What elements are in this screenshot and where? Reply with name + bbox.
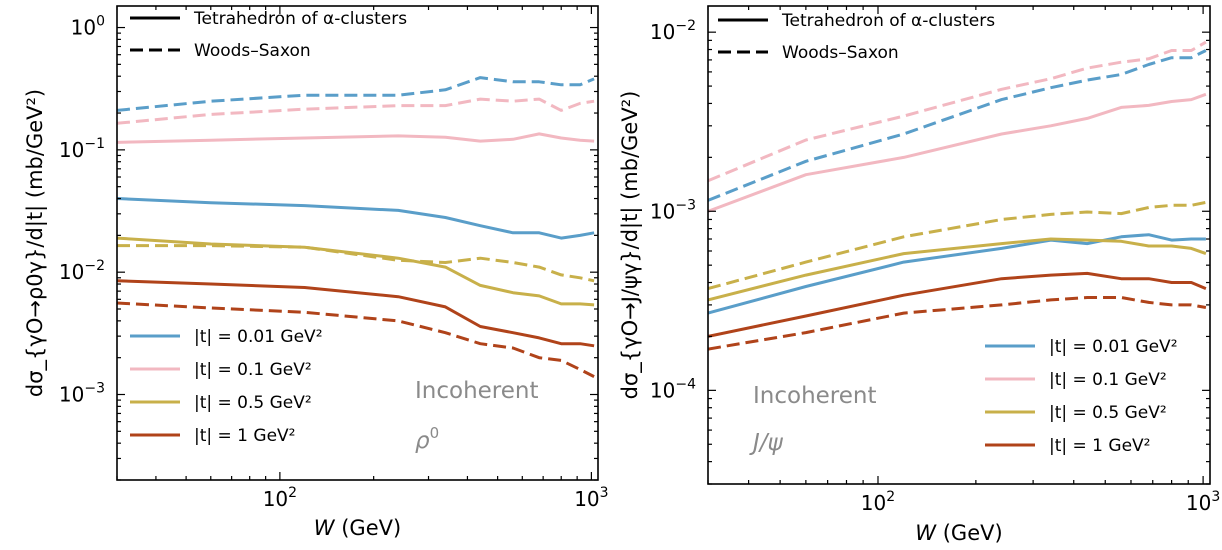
legend-color-label: |t| = 0.01 GeV² <box>194 327 323 347</box>
series-line-t0p5-woods-saxon <box>117 244 595 283</box>
annotation-title: Incoherent <box>415 378 539 404</box>
legend-color-label: |t| = 0.01 GeV² <box>1049 337 1178 357</box>
legend-color-label: |t| = 0.1 GeV² <box>1049 370 1167 390</box>
series-group <box>117 76 595 378</box>
legend-style-label: Tetrahedron of α-clusters <box>193 9 407 29</box>
y-tick-label: 100 <box>71 14 105 40</box>
series-line-t0p5-tetrahedron <box>708 237 1207 302</box>
color-legend: |t| = 0.01 GeV² |t| = 0.1 GeV² |t| = 0.5 G… <box>130 327 323 446</box>
y-tick-label: 10−2 <box>59 258 105 284</box>
x-tick-label: 103 <box>1186 489 1220 515</box>
series-line-t0p01-tetrahedron <box>708 233 1206 315</box>
legend-color-label: |t| = 0.5 GeV² <box>1049 403 1167 423</box>
x-tick-label: 102 <box>263 485 297 511</box>
series-group <box>708 40 1207 351</box>
annotation-particle: J/ψ <box>749 430 784 456</box>
series-line-t0p01-tetrahedron <box>117 197 595 240</box>
legend-style-label: Woods–Saxon <box>782 43 899 63</box>
series-line-t0p1-tetrahedron <box>708 92 1207 213</box>
color-legend: |t| = 0.01 GeV² |t| = 0.1 GeV² |t| = 0.5 G… <box>985 337 1178 456</box>
style-legend: Tetrahedron of α-clusters Woods–Saxon <box>130 9 407 61</box>
chart-panel-2: 102 103 10−2 10−3 10−4 W (GeV) dσ_{γO→J/ψγ}/d|… <box>618 5 1220 545</box>
series-line-t0p1-woods-saxon <box>708 40 1207 183</box>
legend-color-label: |t| = 0.5 GeV² <box>194 393 312 413</box>
y-tick-label: 10−3 <box>650 197 696 223</box>
y-tick-label: 10−3 <box>59 381 105 407</box>
series-line-t1-woods-saxon <box>708 296 1207 351</box>
legend-color-label: |t| = 1 GeV² <box>194 426 295 446</box>
style-legend: Tetrahedron of α-clusters Woods–Saxon <box>718 11 995 63</box>
legend-style-label: Tetrahedron of α-clusters <box>781 11 995 31</box>
y-tick-label: 10−1 <box>59 136 105 162</box>
chart-panel-1: 102 103 100 10−1 10−2 10−3 W (GeV) dσ_{γO→ρ0γ}/… <box>23 5 609 540</box>
y-tick-label: 10−2 <box>650 18 696 44</box>
series-line-t0p1-tetrahedron <box>117 132 595 144</box>
y-axis-label: dσ_{γO→J/ψγ}/d|t| (mb/GeV²) <box>618 91 643 400</box>
legend-color-label: |t| = 0.1 GeV² <box>194 360 312 380</box>
series-line-t0p1-woods-saxon <box>117 97 595 125</box>
legend-style-label: Woods–Saxon <box>194 41 311 61</box>
series-line-t1-woods-saxon <box>117 301 595 378</box>
legend-color-label: |t| = 1 GeV² <box>1049 436 1150 456</box>
x-axis-label: W (GeV) <box>915 521 1002 545</box>
series-line-t0p5-woods-saxon <box>708 200 1207 291</box>
annotation-title: Incoherent <box>753 383 877 409</box>
series-line-t1-tetrahedron <box>117 279 595 348</box>
plot-frame <box>707 5 1211 485</box>
x-tick-label: 102 <box>861 489 895 515</box>
plot-frame <box>116 5 599 481</box>
y-axis-label: dσ_{γO→ρ0γ}/d|t| (mb/GeV²) <box>23 89 48 397</box>
series-line-t0p01-woods-saxon <box>708 49 1207 202</box>
series-line-t1-tetrahedron <box>708 271 1207 338</box>
annotation-particle: ρ0 <box>415 424 439 454</box>
series-line-t0p5-tetrahedron <box>117 236 595 307</box>
x-tick-label: 103 <box>574 485 608 511</box>
x-axis-label: W (GeV) <box>314 516 401 540</box>
y-tick-label: 10−4 <box>650 376 696 402</box>
series-line-t0p01-woods-saxon <box>117 76 595 112</box>
